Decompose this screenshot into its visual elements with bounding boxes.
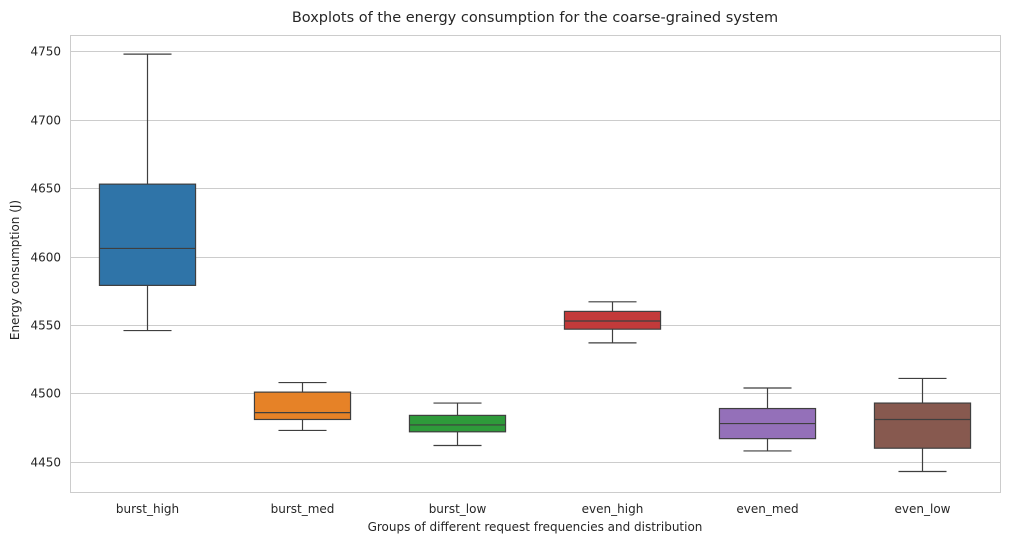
box-even_high (563, 310, 662, 330)
x-tick-layer: burst_high burst_med burst_low even_high eve… (116, 502, 951, 516)
x-tick-label-even_high: even_high (582, 502, 644, 516)
grid-layer (70, 51, 1000, 463)
box-layer (98, 53, 972, 473)
x-tick-label-burst_low: burst_low (429, 502, 487, 516)
box-burst_med (253, 391, 352, 421)
y-tick-label-4650: 4650 (30, 182, 61, 196)
x-axis-label: Groups of different request frequencies … (368, 520, 703, 534)
x-tick-label-even_med: even_med (736, 502, 798, 516)
box-group-burst_med (253, 381, 352, 432)
y-tick-layer: 4450 4500 4550 4600 4650 4700 4750 (30, 45, 61, 470)
box-group-even_low (873, 377, 972, 473)
box-group-even_high (563, 301, 662, 344)
x-tick-label-burst_med: burst_med (271, 502, 335, 516)
box-burst_low (408, 414, 507, 433)
y-tick-label-4600: 4600 (30, 251, 61, 265)
box-group-burst_low (408, 402, 507, 447)
y-tick-label-4700: 4700 (30, 114, 61, 128)
y-tick-label-4500: 4500 (30, 387, 61, 401)
y-axis-label: Energy consumption (J) (8, 200, 22, 340)
chart-title: Boxplots of the energy consumption for t… (292, 10, 778, 26)
x-tick-label-even_low: even_low (895, 502, 951, 516)
y-tick-label-4750: 4750 (30, 45, 61, 59)
box-even_low (873, 402, 972, 449)
box-group-burst_high (98, 53, 197, 332)
y-tick-label-4450: 4450 (30, 456, 61, 470)
y-tick-label-4550: 4550 (30, 319, 61, 333)
box-burst_high (98, 183, 197, 286)
x-tick-label-burst_high: burst_high (116, 502, 179, 516)
plot-frame (70, 35, 1001, 493)
box-group-even_med (718, 387, 817, 452)
